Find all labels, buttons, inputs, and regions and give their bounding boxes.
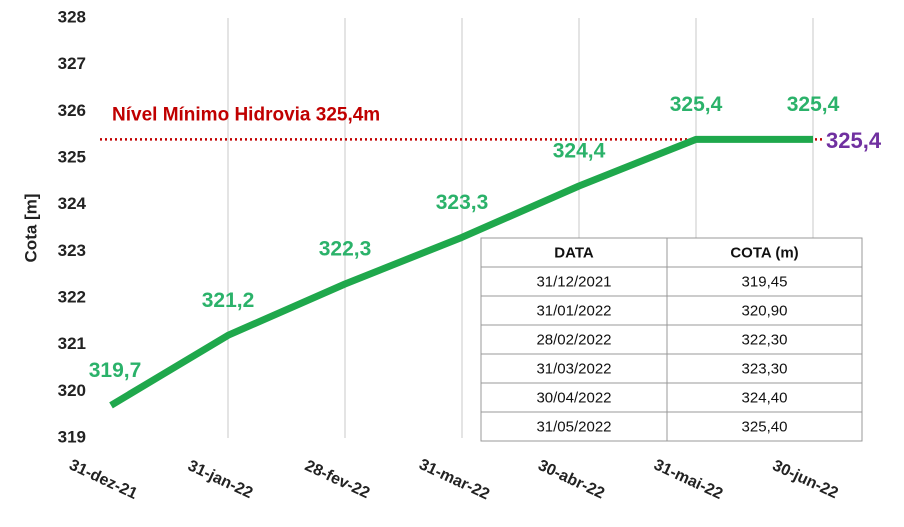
y-tick-label: 320 xyxy=(58,381,86,400)
table-header: COTA (m) xyxy=(730,244,798,261)
y-tick-label: 325 xyxy=(58,147,86,166)
table-cell: 324,40 xyxy=(742,389,788,406)
reference-value-label: 325,4 xyxy=(826,128,882,153)
x-tick-label: 28-fev-22 xyxy=(302,457,372,502)
data-line xyxy=(109,135,813,409)
table-bg xyxy=(480,237,863,442)
y-tick-label: 319 xyxy=(58,427,86,446)
y-axis-label: Cota [m] xyxy=(21,194,40,263)
y-tick-label: 328 xyxy=(58,7,86,26)
data-label: 323,3 xyxy=(436,191,489,214)
data-label: 322,3 xyxy=(319,238,372,261)
table-cell: 28/02/2022 xyxy=(536,331,611,348)
x-tick-label: 31-mai-22 xyxy=(651,456,725,503)
x-tick-label: 30-abr-22 xyxy=(535,457,607,503)
y-tick-label: 327 xyxy=(58,54,86,73)
data-label: 324,4 xyxy=(553,140,606,163)
x-tick-label: 30-jun-22 xyxy=(770,457,841,502)
data-label: 325,4 xyxy=(787,93,840,116)
y-tick-label: 323 xyxy=(58,241,86,260)
y-tick-label: 326 xyxy=(58,101,86,120)
table-header: DATA xyxy=(554,244,594,261)
table-cell: 31/01/2022 xyxy=(536,302,611,319)
y-tick-label: 322 xyxy=(58,287,86,306)
data-label: 321,2 xyxy=(202,289,255,312)
data-label: 325,4 xyxy=(670,93,723,116)
table-cell: 31/12/2021 xyxy=(536,273,611,290)
data-label: 319,7 xyxy=(89,359,142,382)
y-tick-label: 321 xyxy=(58,334,86,353)
x-tick-label: 31-jan-22 xyxy=(185,457,255,502)
x-tick-label: 31-dez-21 xyxy=(66,457,139,503)
x-tick-label: 31-mar-22 xyxy=(416,456,492,503)
table-cell: 325,40 xyxy=(742,418,788,435)
y-tick-label: 324 xyxy=(58,194,87,213)
table-cell: 30/04/2022 xyxy=(536,389,611,406)
table-cell: 31/05/2022 xyxy=(536,418,611,435)
table-cell: 320,90 xyxy=(742,302,788,319)
reference-label: Nível Mínimo Hidrovia 325,4m xyxy=(112,104,380,125)
table-cell: 323,30 xyxy=(742,360,788,377)
table-cell: 31/03/2022 xyxy=(536,360,611,377)
table-cell: 322,30 xyxy=(742,331,788,348)
table-cell: 319,45 xyxy=(742,273,788,290)
